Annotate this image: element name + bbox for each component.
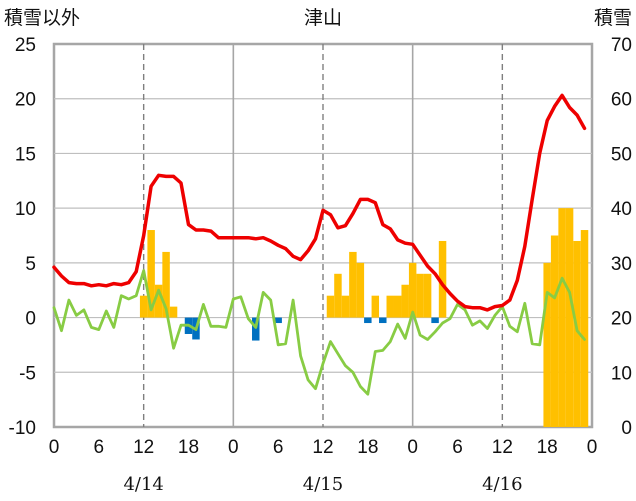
snow-bar [558, 208, 566, 427]
x-tick-label: 0 [407, 437, 418, 458]
x-tick-label: 12 [133, 437, 154, 458]
snow-bar [565, 208, 574, 427]
left-tick-label: 20 [15, 90, 36, 111]
date-labels: 4/14 4/15 4/16 [123, 474, 522, 495]
x-tick-label: 12 [492, 437, 513, 458]
left-tick-labels: 25 20 15 10 5 0 -5 -10 [9, 35, 36, 439]
right-tick-label: 0 [621, 418, 632, 439]
right-tick-label: 40 [611, 199, 632, 220]
x-tick-labels: 0 6 12 18 0 6 12 18 0 6 12 18 0 [49, 437, 598, 458]
x-tick-label: 12 [312, 437, 333, 458]
wind-line [52, 269, 586, 396]
bar-series [139, 208, 589, 427]
snow-bar [573, 240, 581, 427]
precip-bar [401, 284, 409, 318]
date-label: 4/14 [123, 474, 163, 495]
left-axis-title: 積雪以外 [4, 7, 80, 29]
right-tick-label: 70 [611, 35, 632, 56]
precip-bar [431, 317, 439, 324]
x-tick-label: 6 [273, 437, 284, 458]
precip-bar [393, 295, 402, 318]
x-tick-label: 18 [537, 437, 558, 458]
x-tick-label: 18 [357, 437, 378, 458]
snow-bar [543, 262, 551, 427]
precip-bar [154, 284, 163, 318]
precip-bar [408, 262, 417, 318]
x-tick-label: 18 [178, 437, 199, 458]
precip-bar [349, 251, 357, 318]
precip-bar [169, 306, 178, 318]
precip-bar [379, 317, 387, 324]
left-tick-label: 15 [15, 144, 36, 165]
x-tick-label: 0 [228, 437, 239, 458]
right-tick-labels: 70 60 50 40 30 20 10 0 [611, 35, 632, 439]
left-tick-label: 25 [15, 35, 36, 56]
precip-bar [162, 251, 170, 318]
x-tick-label: 6 [452, 437, 463, 458]
precip-bar [326, 295, 335, 318]
precip-bar [423, 273, 432, 318]
precip-bar [252, 317, 260, 341]
x-tick-label: 0 [49, 437, 60, 458]
right-axis-title: 積雪 [594, 7, 632, 29]
x-tick-label: 6 [94, 437, 105, 458]
line-series [52, 93, 587, 396]
right-tick-label: 20 [611, 309, 632, 330]
left-tick-label: 5 [25, 254, 36, 275]
left-tick-label: -10 [9, 418, 36, 439]
snow-bar [550, 235, 559, 427]
precip-bar [274, 317, 282, 324]
snow-bar [580, 230, 589, 427]
precip-bar [371, 295, 380, 318]
temperature-line [52, 93, 587, 312]
x-tick-label: 0 [587, 437, 598, 458]
left-tick-label: 10 [15, 199, 36, 220]
precip-bar [438, 240, 447, 318]
chart-title: 津山 [304, 7, 342, 29]
right-tick-label: 10 [611, 363, 632, 384]
left-tick-label: -5 [19, 363, 36, 384]
precip-bar [364, 317, 372, 324]
precip-bar [334, 273, 342, 318]
date-label: 4/15 [303, 474, 343, 495]
left-tick-label: 0 [25, 309, 36, 330]
right-tick-label: 60 [611, 90, 632, 111]
precip-bar [147, 230, 155, 318]
date-label: 4/16 [482, 474, 522, 495]
precip-bar [416, 273, 424, 318]
right-tick-label: 50 [611, 144, 632, 165]
right-tick-label: 30 [611, 254, 632, 275]
precip-bar [386, 295, 394, 318]
precip-bar [139, 295, 148, 318]
precip-bar [356, 262, 365, 318]
precip-bar [341, 295, 350, 318]
